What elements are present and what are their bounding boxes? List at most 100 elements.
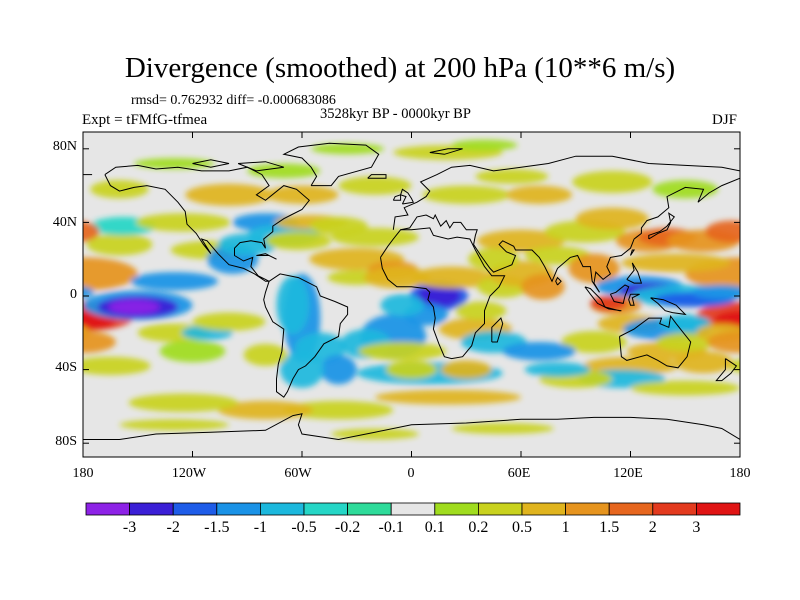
colorbar-label: -1.5 [204, 519, 230, 536]
coastline [104, 164, 310, 282]
divergence-blob [83, 286, 94, 299]
coastline [282, 142, 380, 187]
divergence-blob [331, 227, 419, 247]
coastline [400, 177, 740, 293]
colorbar-label: -3 [122, 519, 137, 536]
divergence-blob [83, 330, 116, 354]
colorbar-label: -0.5 [291, 519, 317, 536]
colorbar-swatch [259, 502, 305, 516]
experiment-label: Expt = tFMfG-tfmea [82, 112, 208, 128]
divergence-blob [440, 360, 492, 379]
divergence-blob [411, 266, 492, 289]
divergence-blob [477, 229, 565, 252]
lat-tick-0: 0 [70, 287, 77, 302]
colorbar-swatch [216, 502, 261, 516]
divergence-blob [451, 139, 518, 151]
coastline [392, 155, 740, 230]
coastline [256, 253, 277, 260]
coastline [648, 212, 676, 240]
coastline [491, 317, 504, 343]
divergence-blob [90, 180, 149, 199]
lon-tick-0: 0 [407, 466, 415, 481]
divergence-blob [83, 257, 138, 291]
divergence-blob [422, 185, 511, 204]
lon-tick-60w: 60W [284, 466, 312, 481]
lon-tick-120w: 120W [171, 466, 207, 481]
divergence-blob [385, 360, 438, 379]
divergence-blob [561, 330, 627, 354]
divergence-blob [283, 400, 394, 420]
lon-tick-120e: 120E [613, 466, 643, 481]
colorbar-swatch [608, 502, 654, 516]
divergence-blob [119, 419, 229, 431]
coastline [555, 276, 562, 286]
coastline [380, 227, 506, 360]
divergence-blob [590, 296, 627, 311]
divergence-blob [652, 180, 719, 199]
lon-tick-180e: 180 [729, 466, 751, 481]
colorbar-swatch [390, 502, 436, 516]
colorbar-label: -1 [253, 519, 268, 536]
colorbar-swatch [129, 502, 174, 516]
coastline [715, 358, 738, 382]
divergence-blob [506, 185, 573, 204]
coastline [392, 194, 402, 201]
coastline [628, 293, 640, 306]
period-text: 3528kyr BP - 0000kyr BP [320, 106, 471, 122]
coastline [619, 314, 692, 369]
divergence-blob [451, 422, 554, 435]
coastlines [83, 142, 740, 441]
colorbar-label: 0.1 [424, 519, 445, 536]
divergence-blob [265, 231, 332, 250]
divergence-blob [276, 275, 310, 335]
colorbar-swatch [477, 502, 523, 516]
divergence-blob [364, 266, 430, 289]
colorbar-label: -0.1 [378, 519, 404, 536]
lat-tick-40n: 40N [52, 215, 77, 230]
divergence-blob [575, 207, 649, 230]
divergence-blob [380, 294, 425, 317]
lon-tick-60e: 60E [507, 466, 531, 481]
season-label: DJF [712, 112, 738, 128]
divergence-blob [159, 340, 226, 363]
coastline [604, 306, 622, 312]
colorbar-swatch [434, 502, 479, 516]
divergence-blob [358, 342, 447, 361]
coastline [609, 284, 630, 304]
divergence-blob [630, 380, 740, 396]
divergence-blob [243, 343, 288, 366]
coastline [626, 262, 643, 284]
divergence-blob [707, 330, 740, 354]
colorbar-swatch [521, 502, 566, 516]
lat-tick-80n: 80N [52, 139, 77, 154]
divergence-blob [455, 301, 507, 320]
divergence-blob [265, 185, 339, 204]
colorbar-label: 2 [648, 519, 657, 536]
coastline [630, 249, 636, 256]
colorbar-swatch [172, 502, 218, 516]
divergence-blob [311, 143, 385, 155]
coastline [650, 297, 687, 316]
coastline [237, 161, 284, 172]
colorbar-label: 3 [692, 519, 701, 536]
colorbar-swatch [696, 502, 741, 516]
divergence-blob [320, 354, 357, 385]
stats-text: rmsd= 0.762932 diff= -0.000683086 [131, 93, 336, 108]
divergence-blob [134, 158, 215, 170]
colorbar [85, 502, 741, 516]
divergence-blob [247, 163, 321, 179]
colorbar-label: 1 [561, 519, 570, 536]
colorbar-swatch [652, 502, 697, 516]
divergence-blob [86, 233, 153, 256]
divergence-blob [468, 248, 520, 271]
chart-title: Divergence (smoothed) at 200 hPa (10**6 … [124, 52, 676, 84]
divergence-blob [135, 213, 231, 232]
divergence-blob [218, 400, 313, 420]
divergence-blob [521, 273, 565, 300]
colorbar-swatch [303, 502, 348, 516]
divergence-blob [83, 221, 100, 242]
coastline [367, 174, 387, 179]
coastline [192, 159, 230, 168]
divergence-blob [572, 170, 653, 193]
